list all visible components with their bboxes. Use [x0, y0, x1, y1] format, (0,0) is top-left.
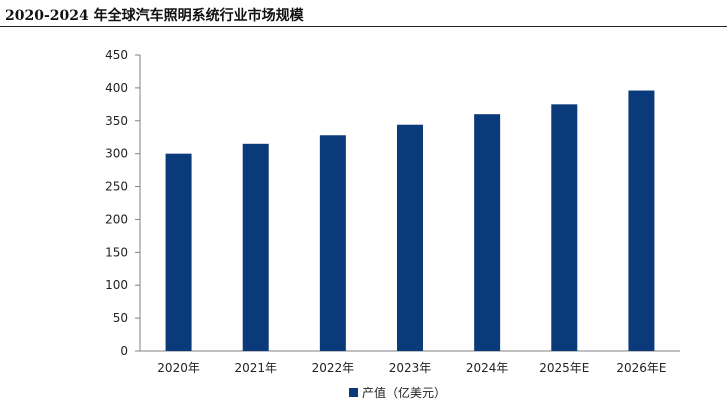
y-tick-label: 250 [105, 180, 128, 194]
x-tick-label: 2024年 [466, 361, 509, 375]
bar-series [165, 90, 655, 352]
bar-2023年 [397, 124, 423, 351]
y-tick-label: 50 [113, 311, 128, 325]
y-tick-label: 400 [105, 81, 128, 95]
legend-swatch [349, 388, 358, 397]
bar-2020年 [165, 153, 192, 351]
bar-2025年E [551, 104, 578, 351]
bar-2024年 [474, 114, 501, 351]
x-axis-labels: 2020年 2021年 2022年 2023年 2024年 2025年E 2026年E [157, 361, 666, 375]
y-tick-label: 150 [105, 245, 128, 259]
y-tick-label: 350 [105, 114, 128, 128]
x-tick-label: 2025年E [539, 361, 589, 375]
y-tick-label: 0 [120, 344, 128, 358]
y-tick-label: 450 [105, 48, 128, 62]
legend-label: 产值（亿美元） [362, 385, 446, 400]
x-tick-label: 2020年 [157, 361, 200, 375]
y-tick-label: 100 [105, 278, 128, 292]
legend: 产值（亿美元） [349, 385, 446, 400]
bar-2021年 [242, 143, 269, 351]
bar-2022年 [319, 135, 346, 351]
bar-2026年E [628, 90, 655, 352]
y-axis-ticks: 0 50 100 150 200 250 300 350 400 450 [105, 48, 140, 358]
y-tick-label: 300 [105, 147, 128, 161]
x-tick-label: 2023年 [389, 361, 432, 375]
x-tick-label: 2026年E [616, 361, 666, 375]
page-title: 2020-2024 年全球汽车照明系统行业市场规模 [5, 8, 304, 24]
x-tick-label: 2021年 [234, 361, 277, 375]
x-tick-label: 2022年 [312, 361, 355, 375]
title-divider [0, 26, 727, 27]
y-tick-label: 200 [105, 212, 128, 226]
